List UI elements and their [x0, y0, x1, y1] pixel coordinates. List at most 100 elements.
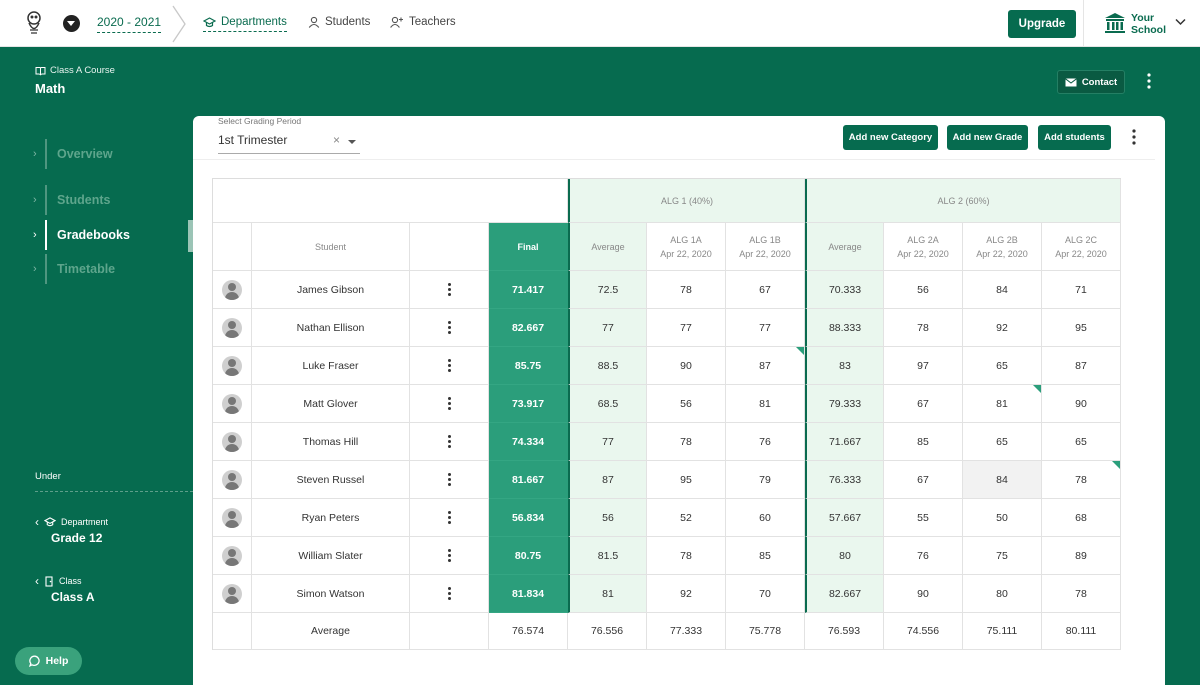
sidebar-item-timetable[interactable]: › Timetable	[33, 254, 183, 284]
student-name[interactable]: Nathan Ellison	[252, 309, 410, 347]
grade-cell-alg2c[interactable]: 78	[1042, 461, 1121, 499]
grade-cell-alg2b[interactable]: 84	[963, 271, 1042, 309]
more-options-icon[interactable]	[447, 435, 451, 448]
grade-cell-alg1a[interactable]: 56	[647, 385, 726, 423]
avatar[interactable]	[222, 393, 242, 414]
grade-cell-alg1a[interactable]: 95	[647, 461, 726, 499]
avatar[interactable]	[222, 583, 242, 604]
sidebar-item-overview[interactable]: › Overview	[33, 139, 183, 169]
final-grade[interactable]: 81.834	[489, 575, 568, 613]
grade-cell-alg1a[interactable]: 78	[647, 271, 726, 309]
avatar[interactable]	[222, 279, 242, 300]
nav-students[interactable]: Students	[308, 16, 370, 28]
grade-cell-alg1a[interactable]: 90	[647, 347, 726, 385]
final-grade[interactable]: 81.667	[489, 461, 568, 499]
grade-cell-alg2b[interactable]: 84	[963, 461, 1042, 499]
grading-period-select[interactable]: 1st Trimester ×	[218, 132, 360, 154]
student-name[interactable]: James Gibson	[252, 271, 410, 309]
grade-cell-alg2a[interactable]: 97	[884, 347, 963, 385]
grade-cell-alg2c[interactable]: 65	[1042, 423, 1121, 461]
grade-cell-alg1b[interactable]: 85	[726, 537, 805, 575]
school-name[interactable]: Your School	[1131, 12, 1166, 36]
grade-cell-avg1[interactable]: 81.5	[568, 537, 647, 575]
grade-cell-alg2c[interactable]: 71	[1042, 271, 1121, 309]
more-options-icon[interactable]	[447, 511, 451, 524]
avatar[interactable]	[222, 507, 242, 528]
more-options-icon[interactable]	[447, 587, 451, 600]
nav-teachers[interactable]: Teachers	[390, 16, 456, 28]
grade-cell-avg2[interactable]: 76.333	[805, 461, 884, 499]
grade-cell-avg2[interactable]: 80	[805, 537, 884, 575]
grade-cell-alg2b[interactable]: 65	[963, 423, 1042, 461]
grade-cell-avg2[interactable]: 70.333	[805, 271, 884, 309]
avatar[interactable]	[222, 317, 242, 338]
grade-cell-alg1b[interactable]: 77	[726, 309, 805, 347]
more-options-icon[interactable]	[447, 359, 451, 372]
grade-cell-alg2a[interactable]: 90	[884, 575, 963, 613]
grade-cell-avg1[interactable]: 81	[568, 575, 647, 613]
upgrade-button[interactable]: Upgrade	[1008, 10, 1076, 38]
grade-cell-avg2[interactable]: 83	[805, 347, 884, 385]
grade-cell-alg1a[interactable]: 77	[647, 309, 726, 347]
grade-cell-alg2b[interactable]: 81	[963, 385, 1042, 423]
grade-cell-alg1b[interactable]: 60	[726, 499, 805, 537]
student-name[interactable]: Thomas Hill	[252, 423, 410, 461]
grade-cell-alg2c[interactable]: 78	[1042, 575, 1121, 613]
grade-cell-alg2b[interactable]: 50	[963, 499, 1042, 537]
grade-cell-alg1b[interactable]: 70	[726, 575, 805, 613]
column-header-average-alg1[interactable]: Average	[568, 223, 647, 271]
column-header-final[interactable]: Final	[489, 223, 568, 271]
grade-cell-alg2b[interactable]: 65	[963, 347, 1042, 385]
grade-cell-avg2[interactable]: 57.667	[805, 499, 884, 537]
grade-cell-alg1a[interactable]: 78	[647, 423, 726, 461]
grade-cell-avg2[interactable]: 82.667	[805, 575, 884, 613]
student-name[interactable]: Ryan Peters	[252, 499, 410, 537]
grade-cell-alg2c[interactable]: 90	[1042, 385, 1121, 423]
grade-cell-avg1[interactable]: 87	[568, 461, 647, 499]
column-header-average-alg2[interactable]: Average	[805, 223, 884, 271]
student-name[interactable]: Steven Russel	[252, 461, 410, 499]
student-name[interactable]: William Slater	[252, 537, 410, 575]
grade-cell-avg1[interactable]: 72.5	[568, 271, 647, 309]
final-grade[interactable]: 56.834	[489, 499, 568, 537]
grade-cell-alg2b[interactable]: 80	[963, 575, 1042, 613]
owl-logo-icon[interactable]	[22, 10, 46, 36]
grade-cell-alg2a[interactable]: 56	[884, 271, 963, 309]
department-value[interactable]: Grade 12	[51, 531, 103, 545]
clear-icon[interactable]: ×	[333, 133, 341, 147]
grade-cell-alg2a[interactable]: 76	[884, 537, 963, 575]
grade-cell-avg1[interactable]: 68.5	[568, 385, 647, 423]
grade-cell-alg2a[interactable]: 67	[884, 385, 963, 423]
grade-cell-avg2[interactable]: 71.667	[805, 423, 884, 461]
grade-cell-alg1a[interactable]: 78	[647, 537, 726, 575]
grade-cell-alg2c[interactable]: 87	[1042, 347, 1121, 385]
grade-cell-alg2b[interactable]: 75	[963, 537, 1042, 575]
contact-button[interactable]: Contact	[1057, 70, 1125, 94]
help-button[interactable]: Help	[15, 647, 82, 675]
student-name[interactable]: Matt Glover	[252, 385, 410, 423]
grade-cell-alg2b[interactable]: 92	[963, 309, 1042, 347]
grade-cell-alg1b[interactable]: 76	[726, 423, 805, 461]
student-name[interactable]: Luke Fraser	[252, 347, 410, 385]
more-options-icon[interactable]	[447, 321, 451, 334]
more-options-icon[interactable]	[447, 397, 451, 410]
grade-cell-alg1b[interactable]: 87	[726, 347, 805, 385]
add-grade-button[interactable]: Add new Grade	[947, 125, 1028, 150]
more-options-icon[interactable]	[1131, 129, 1137, 145]
grade-cell-alg2a[interactable]: 55	[884, 499, 963, 537]
more-options-icon[interactable]	[447, 473, 451, 486]
grade-cell-avg1[interactable]: 56	[568, 499, 647, 537]
grade-cell-alg2c[interactable]: 95	[1042, 309, 1121, 347]
grade-cell-avg2[interactable]: 79.333	[805, 385, 884, 423]
school-year-selector[interactable]: 2020 - 2021	[97, 15, 162, 33]
final-grade[interactable]: 80.75	[489, 537, 568, 575]
sidebar-item-students[interactable]: › Students	[33, 185, 183, 215]
grade-cell-avg1[interactable]: 77	[568, 423, 647, 461]
grade-cell-alg1b[interactable]: 79	[726, 461, 805, 499]
chevron-down-icon[interactable]	[1175, 18, 1186, 26]
avatar[interactable]	[222, 355, 242, 376]
student-name[interactable]: Simon Watson	[252, 575, 410, 613]
year-dropdown-icon[interactable]	[63, 15, 80, 32]
grade-cell-avg2[interactable]: 88.333	[805, 309, 884, 347]
sidebar-item-gradebooks[interactable]: › Gradebooks	[33, 220, 183, 250]
